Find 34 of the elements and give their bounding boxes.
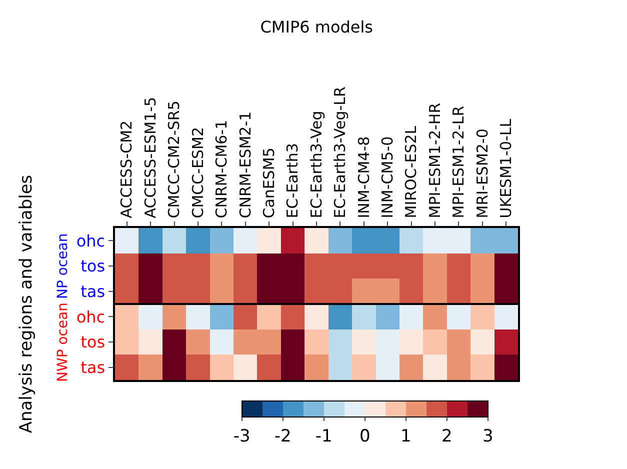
x-tick-label: EC-Earth3-Veg-LR	[331, 86, 350, 218]
x-tick-label: MPI-ESM1-2-LR	[450, 106, 468, 218]
color-bar-label: -3	[233, 426, 250, 446]
x-tick-label: INM-CM5-0	[378, 136, 396, 218]
y-tick-label: ohc	[76, 307, 106, 326]
x-tick-label: EC-Earth3	[284, 143, 302, 218]
y-tick-label: tos	[80, 256, 106, 276]
text: NP ocean	[55, 233, 71, 299]
x-tick-label: MIROC-ES2L	[402, 125, 420, 218]
color-bar-label: 1	[400, 426, 412, 446]
y-tick-label: tos	[80, 332, 106, 352]
color-bar-label: -2	[274, 426, 292, 446]
x-tick-label: CMCC-CM2-SR5	[165, 100, 184, 218]
x-tick-label: MPI-ESM1-2-HR	[426, 102, 444, 218]
x-tick-label: INM-CM4-8	[354, 136, 373, 218]
y-tick-label: ohc	[76, 231, 106, 250]
x-tick-label: EC-Earth3-Veg	[307, 110, 326, 218]
x-tick-label: MRI-ESM2-0	[473, 128, 492, 218]
chart-title: CMIP6 models	[260, 17, 374, 36]
color-bar-label: -1	[315, 426, 332, 446]
x-tick-label: CMCC-ESM2	[188, 126, 207, 218]
y-tick-label: tas	[80, 358, 106, 377]
x-tick-label: ACCESS-ESM1-5	[141, 96, 160, 218]
x-tick-label: CNRM-CM6-1	[212, 120, 231, 218]
color-bar-label: 3	[482, 426, 494, 446]
x-tick-label: ACCESS-CM2	[118, 120, 136, 218]
y-tick-label: tas	[80, 282, 106, 301]
text: NWP ocean	[55, 302, 71, 382]
x-tick-label: CNRM-ESM2-1	[236, 111, 254, 218]
color-bar-label: 2	[441, 426, 452, 446]
x-tick-label: UKESM1-0-LL	[497, 118, 516, 218]
y-axis-title: Analysis regions and variables	[16, 174, 36, 434]
color-bar-label: 0	[359, 426, 370, 446]
x-tick-label: CanESM5	[260, 148, 278, 218]
